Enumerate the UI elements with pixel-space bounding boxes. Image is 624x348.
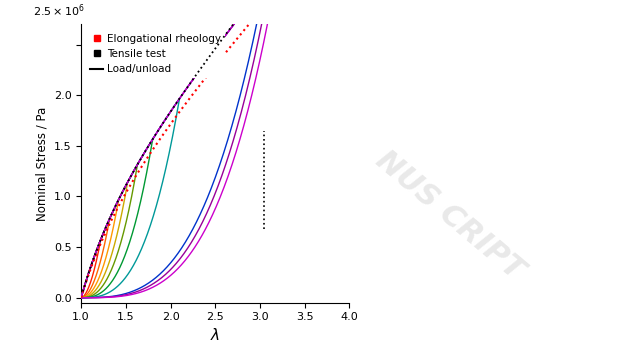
Legend: Elongational rheology, Tensile test, Load/unload: Elongational rheology, Tensile test, Loa… — [86, 30, 225, 78]
Text: NUS CRIPT: NUS CRIPT — [370, 146, 529, 286]
Text: $2.5\times10^6$: $2.5\times10^6$ — [33, 2, 85, 19]
Y-axis label: Nominal Stress / Pa: Nominal Stress / Pa — [35, 106, 48, 221]
X-axis label: λ: λ — [211, 328, 220, 343]
